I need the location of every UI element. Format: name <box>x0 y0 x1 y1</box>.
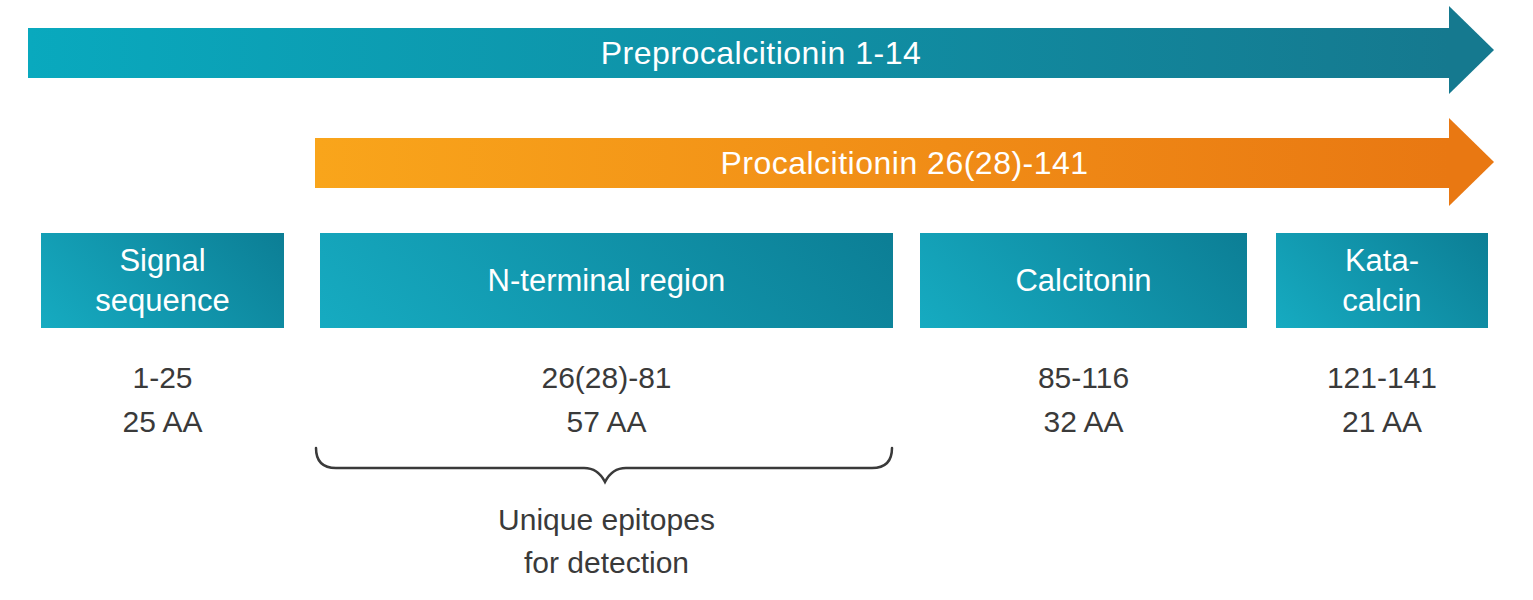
signal-sequence-label-line2: sequence <box>95 281 229 321</box>
signal-sequence-label-line1: Signal <box>119 241 205 281</box>
calcitonin-range-label: 85-116 32 AA <box>920 356 1247 444</box>
annotation-line2: for detection <box>320 541 893 584</box>
katacalcin-aa-count: 21 AA <box>1276 400 1488 444</box>
katacalcin-label-line2: calcin <box>1342 281 1421 321</box>
calcitonin-label: Calcitonin <box>1015 261 1151 301</box>
signal-sequence-box: Signal sequence <box>41 233 284 328</box>
signal-sequence-aa-count: 25 AA <box>41 400 284 444</box>
signal-sequence-range-label: 1-25 25 AA <box>41 356 284 444</box>
annotation-line1: Unique epitopes <box>320 498 893 541</box>
protein-structure-diagram: Preprocalcitionin 1-14 Procalcitionin 26… <box>0 0 1533 600</box>
procalcitonin-arrow-label: Procalcitionin 26(28)-141 <box>315 138 1494 188</box>
n-terminal-aa-count: 57 AA <box>320 400 893 444</box>
n-terminal-region-label: N-terminal region <box>488 261 726 301</box>
unique-epitopes-annotation: Unique epitopes for detection <box>320 498 893 584</box>
n-terminal-range-label: 26(28)-81 57 AA <box>320 356 893 444</box>
katacalcin-range-label: 121-141 21 AA <box>1276 356 1488 444</box>
katacalcin-box: Kata- calcin <box>1276 233 1488 328</box>
katacalcin-label-line1: Kata- <box>1345 241 1419 281</box>
signal-sequence-range: 1-25 <box>41 356 284 400</box>
calcitonin-aa-count: 32 AA <box>920 400 1247 444</box>
katacalcin-range: 121-141 <box>1276 356 1488 400</box>
calcitonin-range: 85-116 <box>920 356 1247 400</box>
preprocalcitonin-arrow-label: Preprocalcitionin 1-14 <box>28 28 1494 78</box>
underbrace-icon <box>300 440 910 495</box>
calcitonin-box: Calcitonin <box>920 233 1247 328</box>
n-terminal-range: 26(28)-81 <box>320 356 893 400</box>
n-terminal-region-box: N-terminal region <box>320 233 893 328</box>
